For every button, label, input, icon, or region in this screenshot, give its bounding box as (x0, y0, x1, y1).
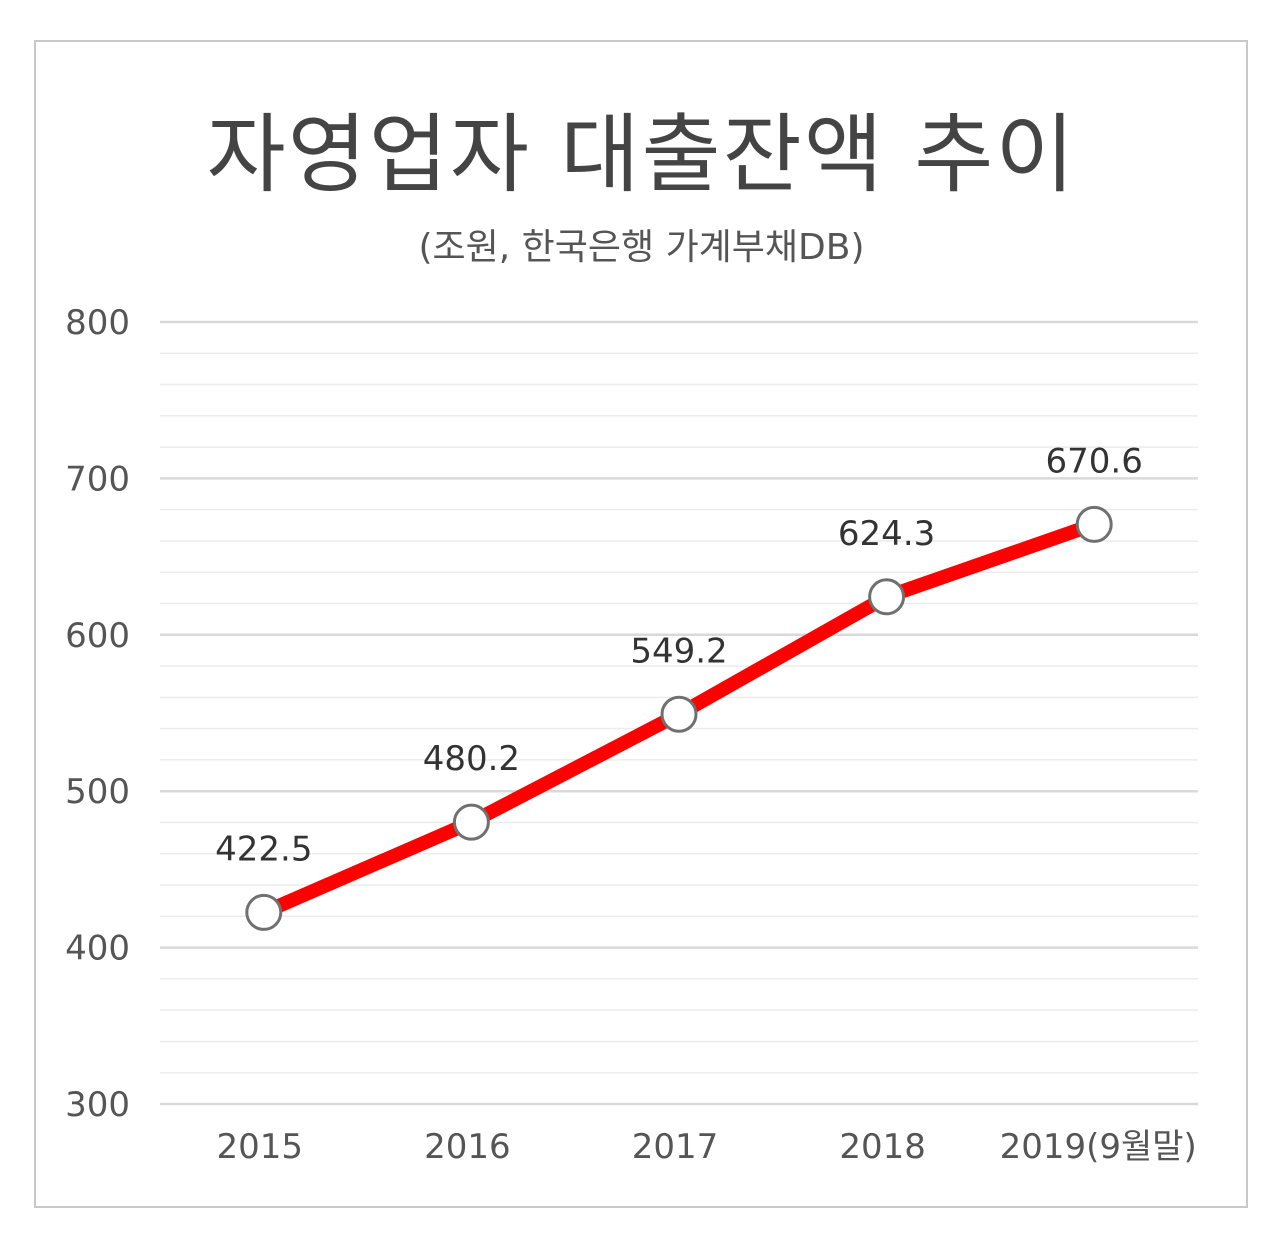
data-point-marker (1075, 505, 1113, 543)
chart-frame (34, 40, 1248, 1208)
x-tick-label: 2019(9월말) (1000, 1127, 1197, 1167)
x-tick-label: 2015 (217, 1127, 304, 1167)
x-tick-label: 2016 (424, 1127, 511, 1167)
chart-title: 자영업자 대출잔액 추이 (206, 105, 1077, 205)
data-label: 422.5 (215, 829, 312, 869)
data-label: 480.2 (423, 739, 520, 779)
y-tick-label: 800 (65, 303, 130, 343)
y-tick-label: 400 (65, 929, 130, 969)
y-tick-label: 700 (65, 459, 130, 499)
data-label: 549.2 (630, 631, 727, 671)
x-tick-label: 2017 (632, 1127, 719, 1167)
x-tick-label: 2018 (839, 1127, 926, 1167)
y-tick-label: 600 (65, 616, 130, 656)
y-tick-label: 300 (65, 1085, 130, 1125)
data-point-marker (868, 578, 906, 616)
data-label: 624.3 (838, 514, 935, 554)
data-point-marker (660, 695, 698, 733)
data-point-marker (452, 803, 490, 841)
y-tick-label: 500 (65, 772, 130, 812)
data-point-marker (245, 893, 283, 931)
data-label: 670.6 (1046, 441, 1143, 481)
chart-subtitle: (조원, 한국은행 가계부채DB) (418, 227, 865, 268)
